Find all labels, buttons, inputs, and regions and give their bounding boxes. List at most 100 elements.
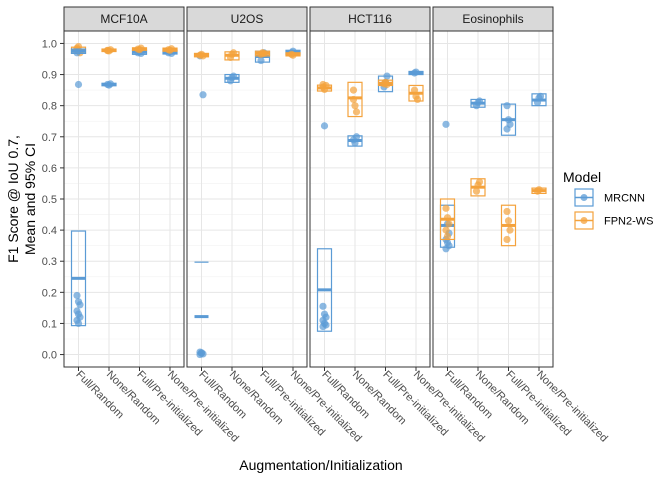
x-tick-label: None/Random bbox=[350, 369, 409, 428]
data-point[interactable] bbox=[137, 44, 145, 52]
y-tick-label: 1.0 bbox=[42, 38, 57, 50]
data-point[interactable] bbox=[320, 122, 329, 130]
facet-strip bbox=[63, 6, 185, 32]
data-point[interactable] bbox=[349, 95, 358, 104]
data-point[interactable] bbox=[319, 302, 327, 310]
data-group[interactable] bbox=[162, 45, 178, 54]
data-group[interactable] bbox=[408, 84, 424, 104]
data-point[interactable] bbox=[319, 80, 327, 89]
data-point[interactable] bbox=[199, 91, 207, 99]
data-point[interactable] bbox=[443, 232, 452, 240]
data-point[interactable] bbox=[503, 235, 511, 244]
data-group[interactable] bbox=[70, 48, 87, 89]
data-point[interactable] bbox=[410, 86, 419, 94]
data-point[interactable] bbox=[442, 245, 450, 253]
y-axis-title-line-2: Mean and 95% CI bbox=[22, 143, 38, 255]
data-group[interactable] bbox=[285, 50, 301, 59]
data-group[interactable] bbox=[470, 178, 486, 197]
data-point[interactable] bbox=[442, 120, 450, 128]
data-point[interactable] bbox=[319, 322, 327, 331]
data-point[interactable] bbox=[289, 51, 297, 59]
data-point[interactable] bbox=[74, 319, 83, 328]
data-group[interactable] bbox=[224, 72, 240, 85]
data-group[interactable] bbox=[408, 68, 424, 77]
data-point[interactable] bbox=[351, 139, 359, 147]
data-point[interactable] bbox=[472, 187, 481, 195]
data-point[interactable] bbox=[536, 92, 545, 100]
data-group[interactable] bbox=[377, 78, 394, 89]
data-group[interactable] bbox=[500, 102, 517, 136]
data-point[interactable] bbox=[103, 47, 112, 55]
facet-panels: 0.00.10.20.30.40.50.60.70.80.91.0MCF10AF… bbox=[42, 6, 610, 445]
data-point[interactable] bbox=[74, 80, 83, 89]
data-point[interactable] bbox=[383, 80, 391, 89]
data-group[interactable] bbox=[101, 46, 117, 55]
data-group[interactable] bbox=[439, 198, 456, 241]
data-group[interactable] bbox=[470, 97, 486, 110]
data-point[interactable] bbox=[76, 301, 84, 309]
data-group[interactable] bbox=[531, 186, 547, 195]
data-group[interactable] bbox=[254, 49, 271, 58]
facet-strip bbox=[432, 6, 554, 32]
data-point[interactable] bbox=[442, 204, 450, 212]
data-point[interactable] bbox=[351, 102, 359, 110]
panel-border bbox=[432, 30, 554, 368]
data-point[interactable] bbox=[74, 42, 83, 51]
data-point[interactable] bbox=[475, 178, 484, 186]
y-tick-label: 0.5 bbox=[42, 194, 57, 206]
data-point[interactable] bbox=[260, 49, 268, 58]
y-tick-label: 0.6 bbox=[42, 163, 57, 175]
data-point[interactable] bbox=[229, 72, 238, 80]
legend-key-mrcnn-dot bbox=[580, 194, 588, 201]
data-group[interactable] bbox=[224, 49, 240, 62]
data-point[interactable] bbox=[199, 52, 207, 60]
y-tick-label: 0.1 bbox=[42, 318, 57, 330]
y-tick-label: 0.8 bbox=[42, 101, 57, 113]
data-point[interactable] bbox=[229, 49, 238, 57]
data-group[interactable] bbox=[131, 44, 148, 54]
data-point[interactable] bbox=[349, 86, 358, 94]
data-point[interactable] bbox=[503, 125, 511, 133]
data-group[interactable] bbox=[193, 50, 210, 60]
data-point[interactable] bbox=[442, 226, 450, 234]
data-point[interactable] bbox=[73, 291, 81, 300]
data-point[interactable] bbox=[412, 68, 420, 76]
data-group[interactable] bbox=[500, 204, 517, 247]
facet-strip-label: HCT116 bbox=[348, 12, 392, 26]
data-group[interactable] bbox=[316, 80, 333, 94]
data-point[interactable] bbox=[504, 217, 513, 225]
data-point[interactable] bbox=[443, 214, 452, 222]
data-group[interactable] bbox=[347, 81, 363, 118]
data-point[interactable] bbox=[352, 133, 361, 141]
data-group[interactable] bbox=[316, 122, 333, 332]
y-tick-label: 0.3 bbox=[42, 256, 57, 268]
data-point[interactable] bbox=[445, 220, 453, 228]
data-point[interactable] bbox=[73, 49, 81, 57]
data-point[interactable] bbox=[535, 186, 543, 194]
data-point[interactable] bbox=[197, 349, 206, 357]
data-point[interactable] bbox=[167, 45, 176, 53]
legend-item-fpn2-ws[interactable]: FPN2-WS bbox=[574, 211, 654, 230]
data-point[interactable] bbox=[506, 226, 514, 234]
legend-item-mrcnn[interactable]: MRCNN bbox=[574, 188, 645, 207]
y-tick-label: 0.7 bbox=[42, 132, 57, 144]
data-group[interactable] bbox=[347, 133, 363, 147]
panel-border bbox=[63, 30, 185, 368]
legend-key-fpn2-ws-dot bbox=[580, 217, 588, 224]
data-point[interactable] bbox=[413, 95, 422, 104]
data-group[interactable] bbox=[101, 80, 117, 89]
panel-border bbox=[309, 30, 431, 368]
facet-strip bbox=[309, 6, 431, 32]
data-point[interactable] bbox=[106, 80, 115, 88]
data-group[interactable] bbox=[531, 92, 547, 107]
data-point[interactable] bbox=[383, 72, 391, 80]
data-point[interactable] bbox=[475, 97, 484, 105]
data-point[interactable] bbox=[257, 56, 265, 65]
data-point[interactable] bbox=[352, 108, 361, 116]
data-point[interactable] bbox=[503, 207, 511, 216]
x-tick-label: None/Random bbox=[104, 369, 163, 428]
data-group[interactable] bbox=[70, 230, 87, 328]
y-axis-title-line-1: F1 Score @ IoU 0.7, bbox=[5, 135, 21, 263]
data-point[interactable] bbox=[503, 102, 511, 110]
